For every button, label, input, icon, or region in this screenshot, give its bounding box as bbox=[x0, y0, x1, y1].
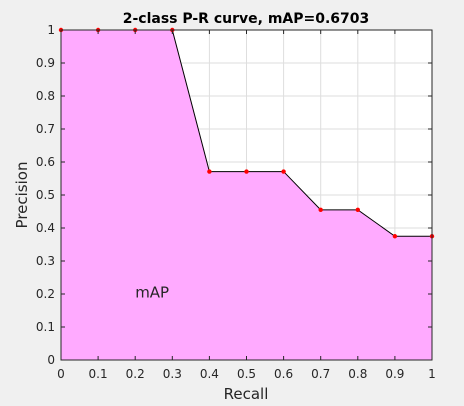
map-area-fill bbox=[61, 30, 432, 360]
x-tick-label: 0.4 bbox=[200, 367, 219, 381]
pr-point bbox=[318, 207, 323, 213]
y-tick-label: 0.9 bbox=[36, 56, 55, 70]
y-tick-label: 1 bbox=[47, 23, 55, 37]
x-tick-label: 0.6 bbox=[274, 367, 293, 381]
x-axis-label: Recall bbox=[224, 385, 269, 403]
pr-point bbox=[244, 169, 249, 174]
x-tick-label: 0.2 bbox=[126, 367, 145, 381]
x-tick-label: 1 bbox=[428, 367, 436, 381]
y-tick-label: 0.7 bbox=[36, 122, 55, 136]
x-tick-label: 0.5 bbox=[237, 367, 256, 381]
pr-point bbox=[207, 169, 212, 174]
y-tick-label: 0.5 bbox=[36, 188, 55, 202]
x-tick-label: 0.1 bbox=[89, 367, 108, 381]
y-tick-label: 0.8 bbox=[36, 89, 55, 103]
x-tick-label: 0.3 bbox=[163, 367, 182, 381]
y-tick-label: 0.3 bbox=[36, 254, 55, 268]
area-label: mAP bbox=[135, 283, 169, 301]
x-axis-ticks: 0 0.1 0.2 0.3 0.4 0.5 0.6 0.7 0.8 0.9 1 bbox=[57, 30, 436, 381]
x-tick-label: 0.7 bbox=[311, 367, 330, 381]
x-tick-label: 0.8 bbox=[348, 367, 367, 381]
pr-point bbox=[355, 207, 360, 213]
y-tick-label: 0.2 bbox=[36, 287, 55, 301]
y-tick-label: 0 bbox=[47, 353, 55, 367]
pr-point bbox=[281, 169, 286, 174]
y-tick-label: 0.1 bbox=[36, 320, 55, 334]
pr-point bbox=[392, 234, 398, 239]
y-axis-ticks: 0 0.1 0.2 0.3 0.4 0.5 0.6 0.7 0.8 0.9 1 bbox=[36, 23, 432, 367]
x-tick-label: 0.9 bbox=[385, 367, 404, 381]
y-tick-label: 0.6 bbox=[36, 155, 55, 169]
y-axis-label: Precision bbox=[13, 162, 31, 229]
x-tick-label: 0 bbox=[57, 367, 65, 381]
y-tick-label: 0.4 bbox=[36, 221, 55, 235]
chart-title: 2-class P-R curve, mAP=0.6703 bbox=[123, 11, 370, 27]
